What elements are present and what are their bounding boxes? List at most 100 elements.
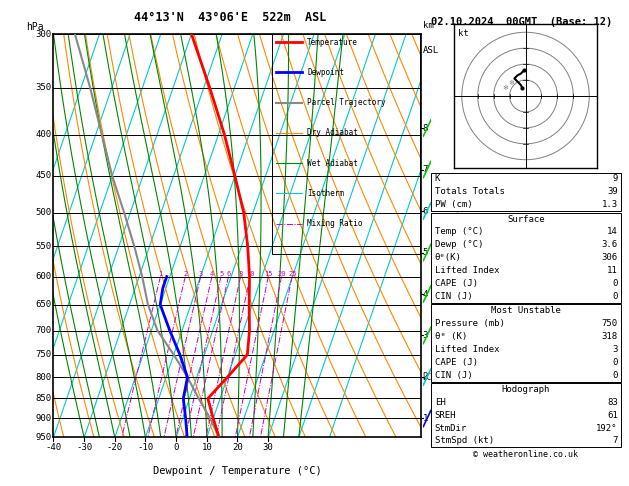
Text: Dewp (°C): Dewp (°C) (435, 240, 483, 249)
Text: Dewpoint / Temperature (°C): Dewpoint / Temperature (°C) (153, 466, 322, 476)
Text: 192°: 192° (596, 423, 618, 433)
Text: 20: 20 (232, 443, 243, 452)
Text: 350: 350 (35, 84, 52, 92)
Text: Temperature: Temperature (308, 37, 359, 47)
Text: 850: 850 (35, 394, 52, 403)
Text: EH: EH (435, 398, 445, 407)
Text: SREH: SREH (435, 411, 456, 420)
Text: Wet Adiabat: Wet Adiabat (308, 158, 359, 168)
Bar (272, 34, 420, 254)
Text: 10: 10 (201, 443, 212, 452)
Text: 300: 300 (35, 30, 52, 38)
Text: 02.10.2024  00GMT  (Base: 12): 02.10.2024 00GMT (Base: 12) (431, 17, 612, 27)
Text: 3: 3 (199, 271, 203, 277)
Text: 450: 450 (35, 172, 52, 180)
Text: 7: 7 (612, 436, 618, 446)
Text: 650: 650 (35, 300, 52, 309)
Text: 9: 9 (612, 174, 618, 184)
Text: Surface: Surface (507, 214, 545, 224)
Text: 500: 500 (35, 208, 52, 217)
Text: Dry Adiabat: Dry Adiabat (308, 128, 359, 138)
Text: Temp (°C): Temp (°C) (435, 227, 483, 237)
Text: 306: 306 (601, 253, 618, 262)
Text: 11: 11 (607, 266, 618, 275)
Text: 1: 1 (159, 271, 163, 277)
Text: K: K (435, 174, 440, 184)
Text: LCL: LCL (423, 373, 437, 382)
Text: 10: 10 (247, 271, 255, 277)
Text: 750: 750 (35, 350, 52, 359)
Text: 44°13'N  43°06'E  522m  ASL: 44°13'N 43°06'E 522m ASL (135, 11, 327, 24)
Text: 3: 3 (423, 331, 428, 340)
Text: 2: 2 (423, 372, 428, 382)
Text: 5: 5 (423, 248, 428, 257)
Text: Mixing Ratio: Mixing Ratio (308, 219, 363, 228)
Text: ❄: ❄ (508, 80, 514, 86)
Text: θᵉ(K): θᵉ(K) (435, 253, 462, 262)
Text: 600: 600 (35, 272, 52, 281)
Text: -10: -10 (137, 443, 153, 452)
Text: 0: 0 (174, 443, 179, 452)
Text: 0: 0 (612, 292, 618, 301)
Text: θᵉ (K): θᵉ (K) (435, 332, 467, 341)
Text: CAPE (J): CAPE (J) (435, 358, 477, 367)
Text: 1.3: 1.3 (601, 200, 618, 209)
Text: Dewpoint: Dewpoint (308, 68, 344, 77)
Text: 4: 4 (210, 271, 214, 277)
Text: CAPE (J): CAPE (J) (435, 279, 477, 288)
Text: km: km (423, 21, 434, 30)
Text: 25: 25 (288, 271, 297, 277)
Text: ASL: ASL (423, 46, 440, 55)
Text: Most Unstable: Most Unstable (491, 306, 561, 315)
Text: 20: 20 (278, 271, 286, 277)
Text: 14: 14 (607, 227, 618, 237)
Text: CIN (J): CIN (J) (435, 292, 472, 301)
Text: Parcel Trajectory: Parcel Trajectory (308, 98, 386, 107)
Text: Lifted Index: Lifted Index (435, 266, 499, 275)
Text: 2: 2 (184, 271, 187, 277)
Text: 7: 7 (423, 165, 428, 174)
Text: 950: 950 (35, 433, 52, 442)
Text: 400: 400 (35, 130, 52, 139)
Text: 0: 0 (612, 358, 618, 367)
Text: 3.6: 3.6 (601, 240, 618, 249)
Text: Pressure (mb): Pressure (mb) (435, 319, 504, 328)
Text: ❄: ❄ (502, 85, 508, 91)
Text: 700: 700 (35, 326, 52, 335)
Text: © weatheronline.co.uk: © weatheronline.co.uk (474, 450, 578, 459)
Text: StmSpd (kt): StmSpd (kt) (435, 436, 494, 446)
Text: 6: 6 (226, 271, 231, 277)
Text: 5: 5 (219, 271, 223, 277)
Text: -40: -40 (45, 443, 62, 452)
Text: -20: -20 (107, 443, 123, 452)
Text: 3: 3 (612, 345, 618, 354)
Text: 750: 750 (601, 319, 618, 328)
Text: 8: 8 (423, 123, 428, 133)
Text: 8: 8 (239, 271, 243, 277)
Text: 39: 39 (607, 187, 618, 196)
Text: 83: 83 (607, 398, 618, 407)
Text: hPa: hPa (26, 22, 43, 32)
Text: 6: 6 (423, 207, 428, 215)
Text: 900: 900 (35, 414, 52, 423)
Text: StmDir: StmDir (435, 423, 467, 433)
Text: Lifted Index: Lifted Index (435, 345, 499, 354)
Text: 318: 318 (601, 332, 618, 341)
Text: 0: 0 (612, 370, 618, 380)
Text: -30: -30 (76, 443, 92, 452)
Text: 4: 4 (423, 290, 428, 298)
Text: kt: kt (458, 29, 469, 37)
Text: 800: 800 (35, 373, 52, 382)
Text: 1: 1 (423, 414, 428, 423)
Text: CIN (J): CIN (J) (435, 370, 472, 380)
Text: Hodograph: Hodograph (502, 385, 550, 394)
Text: Isotherm: Isotherm (308, 189, 344, 198)
Text: Mixing Ratio (g/kg): Mixing Ratio (g/kg) (454, 185, 463, 287)
Text: 61: 61 (607, 411, 618, 420)
Text: 550: 550 (35, 242, 52, 251)
Text: 15: 15 (264, 271, 273, 277)
Text: Totals Totals: Totals Totals (435, 187, 504, 196)
Text: 0: 0 (612, 279, 618, 288)
Text: 30: 30 (263, 443, 274, 452)
Text: PW (cm): PW (cm) (435, 200, 472, 209)
